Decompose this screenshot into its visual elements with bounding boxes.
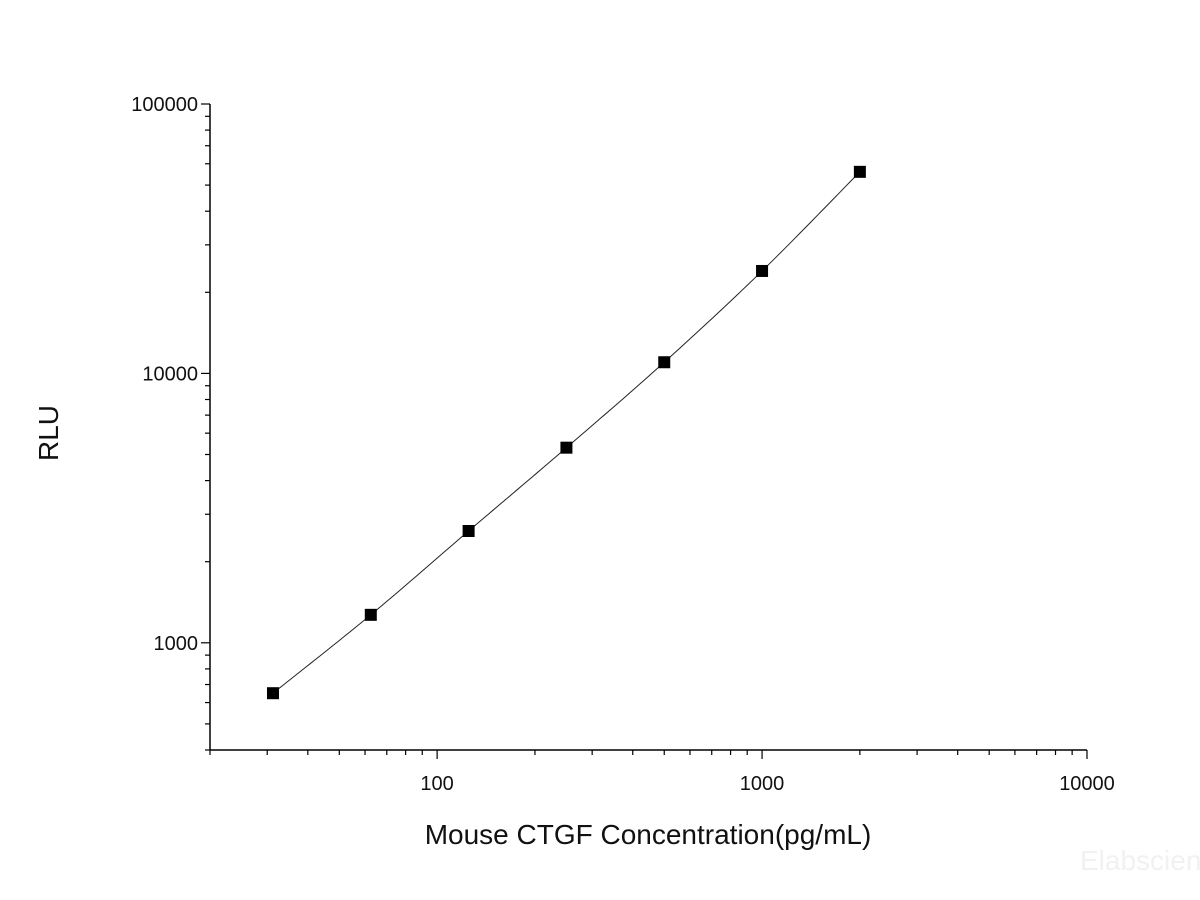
data-point <box>853 165 866 178</box>
data-point <box>756 264 769 277</box>
fit-curve-line <box>272 171 861 694</box>
x-tick-label: 1000 <box>740 773 785 795</box>
data-point <box>266 687 279 700</box>
data-point <box>658 356 671 369</box>
x-tick-label: 10000 <box>1059 773 1115 795</box>
x-tick-label: 100 <box>420 773 453 795</box>
x-axis-title: Mouse CTGF Concentration(pg/mL) <box>425 819 872 850</box>
ticks-layer: 100 1000 10000 1000 10000 100000 <box>131 94 1115 795</box>
data-point <box>364 608 377 621</box>
curve-layer <box>272 171 861 694</box>
y-tick-label: 1000 <box>154 633 199 655</box>
watermark-text: Elabscience <box>1080 845 1200 876</box>
points-layer <box>266 165 866 700</box>
y-tick-label: 100000 <box>131 94 198 116</box>
data-point <box>462 525 475 538</box>
y-axis-title: RLU <box>33 405 64 461</box>
axes-layer <box>209 104 1087 751</box>
y-tick-label: 10000 <box>142 363 198 385</box>
data-point <box>560 441 573 454</box>
